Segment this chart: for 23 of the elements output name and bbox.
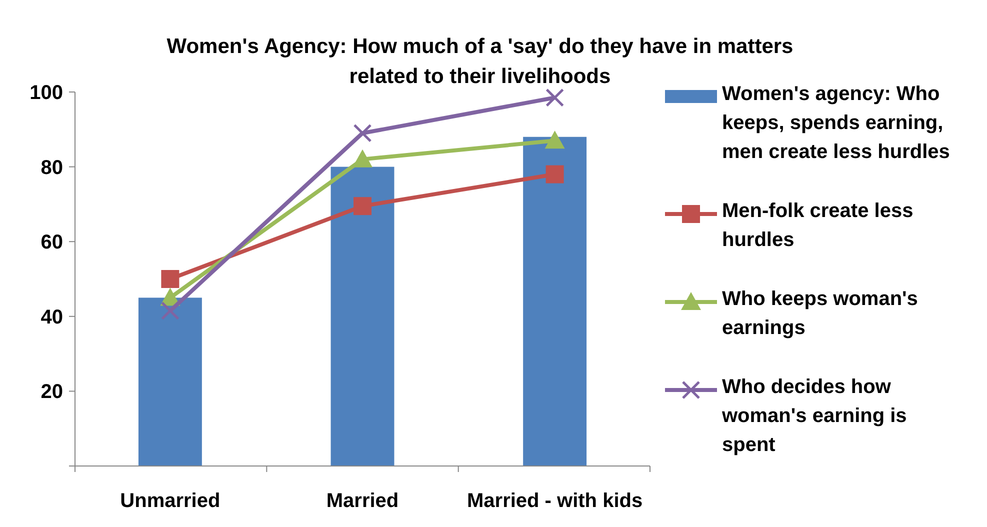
- point: [546, 88, 564, 107]
- y-tick-label: 20: [40, 381, 63, 404]
- point: [160, 302, 180, 320]
- legend-label: Men-folk create less hurdles: [722, 200, 914, 251]
- x-tick-label: Married: [326, 490, 399, 512]
- point: [161, 270, 180, 288]
- x-tick-label: Unmarried: [120, 490, 220, 512]
- point: [352, 149, 372, 168]
- point: [546, 165, 564, 184]
- y-tick-label: 100: [30, 82, 63, 104]
- legend-label: Who keeps woman's earnings: [722, 288, 918, 339]
- y-tick-label: 60: [40, 232, 63, 254]
- x-tick-label: Married - with kids: [467, 490, 643, 512]
- point: [544, 130, 565, 149]
- bar: [523, 136, 587, 466]
- legend-label: Women's agency: Who keeps, spends earning, men create less hurdles: [722, 83, 950, 163]
- bar: [138, 298, 202, 466]
- point: [354, 197, 372, 216]
- legend-label: Who decides how woman's earning is spent: [721, 376, 907, 456]
- y-tick-label: 80: [40, 156, 63, 179]
- y-tick-label: 40: [40, 306, 63, 328]
- point: [353, 124, 372, 142]
- bar: [330, 166, 394, 466]
